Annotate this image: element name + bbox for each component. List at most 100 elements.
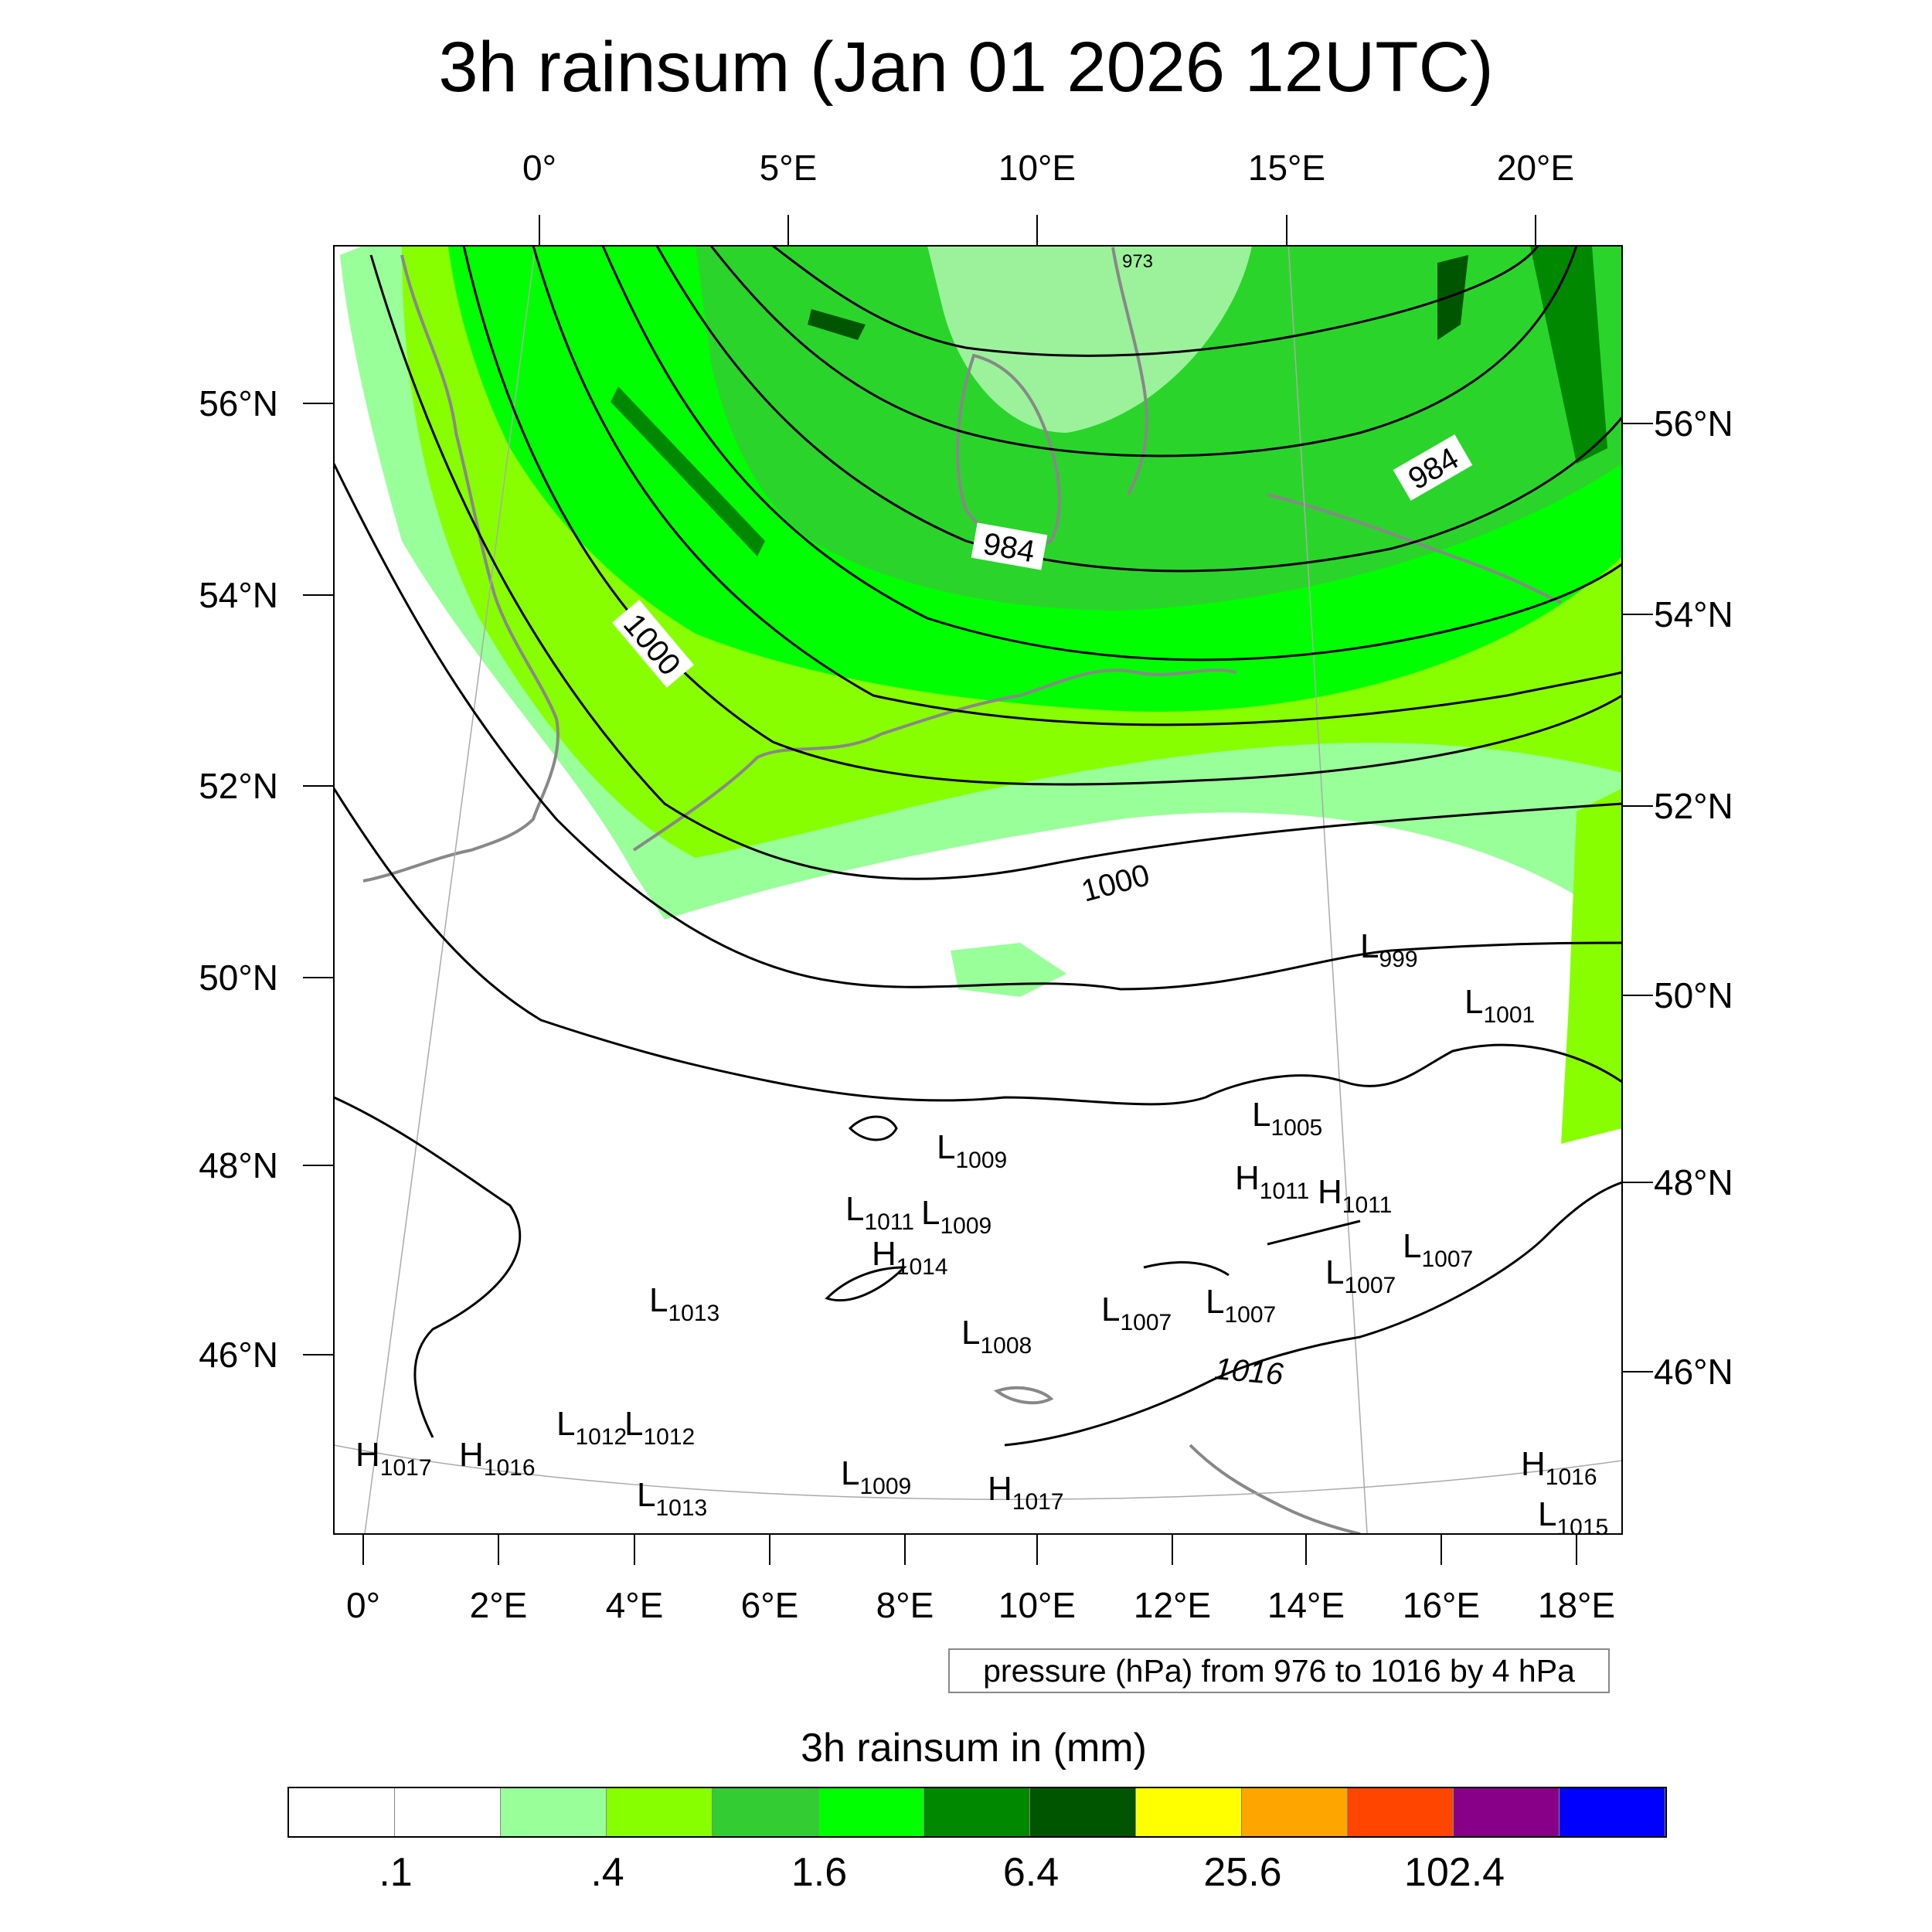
isobar-1004 [334,463,1622,991]
colorbar-tick-label: .4 [590,1850,624,1895]
pressure-center: H1011 [1318,1173,1393,1218]
contour-label-bg-1000-west [612,600,694,688]
top-axis-label: 20°E [1496,148,1575,188]
pressure-center: L1012 [556,1405,628,1450]
colorbar-box [713,1788,818,1836]
lake-geneva [993,1386,1054,1405]
isobar-alpine-2 [1143,1261,1230,1277]
left-axis-label: 48°N [199,1145,278,1185]
colorbar-box [1348,1788,1454,1836]
colorbar-box [1454,1788,1560,1836]
isobar-1012 [334,1096,521,1438]
bottom-axis-label: 16°E [1402,1585,1481,1625]
colorbar-tick-label: .1 [379,1850,413,1895]
right-axis-label: 52°N [1654,786,1733,826]
isobar-alpine-4 [848,1115,898,1141]
pressure-center: L1009 [937,1128,1008,1173]
left-axis-label: 50°N [199,957,278,998]
coastline-sweden [1111,247,1148,495]
bottom-axis-label: 8°E [876,1585,934,1625]
bottom-axis-label: 2°E [469,1585,528,1625]
contour-label-bg-984-east [1393,434,1473,501]
right-axis-label: 56°N [1654,403,1733,444]
colorbar-box [924,1788,1030,1836]
pressure-center: H1014 [872,1235,948,1280]
pressure-center: H1017 [988,1470,1064,1515]
pressure-center: L1005 [1252,1096,1323,1141]
left-axis-label: 54°N [199,575,278,615]
bottom-axis-label: 10°E [998,1585,1077,1625]
bottom-axis-label: 14°E [1267,1585,1345,1625]
pressure-center: L1011 [845,1190,914,1235]
rain-area-dark-band-4 [808,309,866,340]
contour-info-box: pressure (hPa) from 976 to 1016 by 4 hPa [948,1648,1610,1693]
colorbar-tick-label: 102.4 [1403,1850,1505,1895]
colorbar-box [818,1788,924,1836]
map-frame [333,245,1623,1535]
colorbar-title: 3h rainsum in (mm) [801,1726,1147,1770]
right-axis-label: 46°N [1654,1352,1733,1392]
isobars [334,246,1622,1447]
contour-label-1016: 1016 [1213,1352,1285,1392]
isobar-992 [532,246,1622,726]
contour-label-bg-1000-south [1069,853,1162,910]
colorbar-box [1030,1788,1136,1836]
bottom-axis-label: 12°E [1133,1585,1212,1625]
isobar-alpine-1 [825,1266,907,1302]
left-axis-label: 46°N [199,1335,278,1375]
bottom-axis-label: 0° [346,1585,380,1625]
coastline-adriatic [1189,1444,1361,1534]
pressure-center: L1009 [921,1194,992,1239]
pressure-center: H1016 [459,1436,536,1481]
contour-label-bg-984-center [971,522,1048,570]
colorbar-tick-label: 6.4 [1002,1850,1060,1895]
isobar-984 [655,246,1622,573]
pressure-center: L1013 [649,1281,720,1326]
coastline-britain [362,254,560,883]
graticule-meridian-0 [364,246,536,1534]
bottom-axis-label: 6°E [740,1585,799,1625]
pressure-center: L1007 [1206,1283,1277,1328]
rain-area-clear-center [927,246,1252,433]
isobar-976 [772,246,1539,357]
top-axis-label: 10°E [998,148,1077,188]
colorbar-tick-label: 25.6 [1203,1850,1282,1895]
left-axis-label: 52°N [199,766,278,806]
pressure-center: L1008 [961,1314,1032,1359]
pressure-center: L1007 [1403,1227,1474,1272]
colorbar-box [395,1788,501,1836]
graticule-parallel-45n [334,1444,1622,1500]
top-axis-label: 5°E [759,148,818,188]
isobar-980 [709,246,1578,457]
rain-area-dark-band-3 [1437,255,1468,340]
bottom-axis-label: 18°E [1537,1585,1616,1625]
isobar-1016 [1004,1181,1622,1447]
colorbar-tick-label: 1.6 [791,1850,848,1895]
colorbar [287,1787,1667,1838]
pressure-center: H1016 [1521,1445,1597,1490]
rain-area-central-patch [951,943,1066,997]
isobar-988 [601,246,1622,662]
top-axis-label: 0° [522,148,556,188]
colorbar-box [289,1788,395,1836]
graticule-meridian-15e [1287,246,1368,1534]
pressure-center: L1015 [1538,1495,1609,1540]
colorbar-box [1560,1788,1665,1836]
pressure-center: L1001 [1464,983,1536,1028]
pressure-center: L1007 [1101,1291,1172,1335]
rain-area-dark-band-1 [611,386,765,556]
right-axis-label: 48°N [1654,1162,1733,1202]
map-title: 3h rainsum (Jan 01 2026 12UTC) [438,28,1494,107]
rain-area-dark-band-2 [1530,246,1607,464]
coastline-denmark [956,353,1061,549]
isobar-1000 [369,254,1622,880]
colorbar-box [607,1788,713,1836]
colorbar-box [501,1788,607,1836]
pressure-center: L999 [1360,927,1418,972]
coastline-baltic [1267,493,1562,604]
left-axis-label: 56°N [199,383,278,423]
bottom-axis-label: 4°E [605,1585,664,1625]
pressure-center: H1011 [1235,1159,1310,1204]
coastline-continent [632,668,1237,852]
